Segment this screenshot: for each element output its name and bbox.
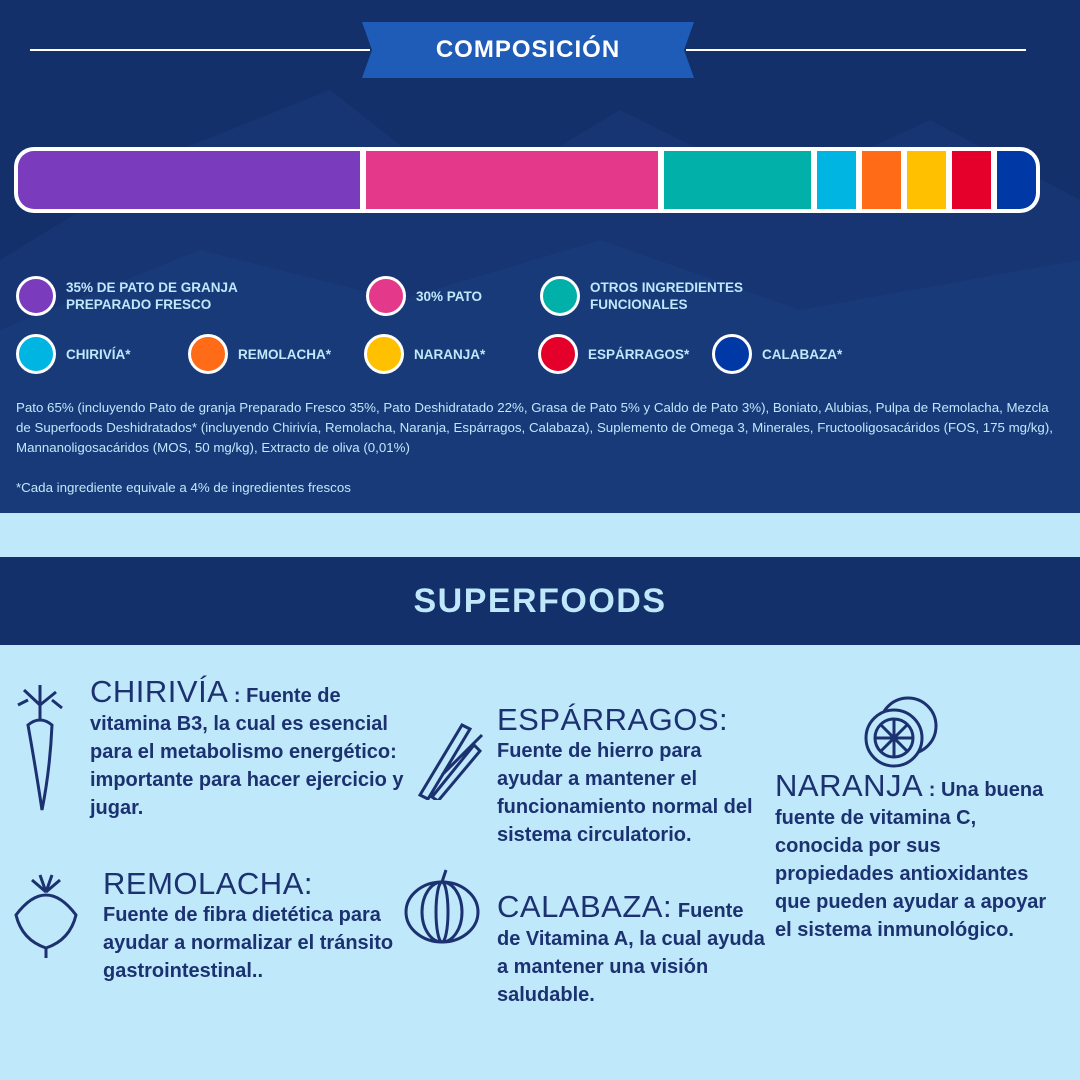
bar-segment xyxy=(365,151,659,209)
legend-label: ESPÁRRAGOS* xyxy=(588,346,690,362)
legend-dot xyxy=(188,334,228,374)
bar-segment xyxy=(996,151,1036,209)
composition-bar xyxy=(14,147,1040,213)
parsnip-icon xyxy=(17,685,63,811)
legend-label: CALABAZA* xyxy=(762,346,843,362)
bar-segment xyxy=(951,151,991,209)
legend-label: PREPARADO FRESCO xyxy=(66,297,212,312)
superfood-remolacha: REMOLACHA: Fuente de fibra dietética para… xyxy=(103,868,413,985)
footnote: *Cada ingrediente equivale a 4% de ingre… xyxy=(16,480,351,495)
asparagus-icon xyxy=(417,723,484,800)
legend-dot xyxy=(538,334,578,374)
superfood-name: NARANJA xyxy=(775,768,924,803)
superfood-calabaza: CALABAZA: Fuente de Vitamina A, la cual … xyxy=(497,891,767,1009)
section-title-ribbon: COMPOSICIÓN xyxy=(362,22,694,78)
legend-item-naranja: NARANJA* xyxy=(364,334,485,374)
composition-section: COMPOSICIÓN 35% DE PATO DE GRANJA PREPARA… xyxy=(0,0,1080,513)
superfood-name: ESPÁRRAGOS: xyxy=(497,702,729,737)
legend-item-esparragos: ESPÁRRAGOS* xyxy=(538,334,689,374)
bar-segment xyxy=(861,151,901,209)
divider-right xyxy=(686,49,1026,51)
beet-icon xyxy=(14,874,78,958)
superfood-esparragos: ESPÁRRAGOS: Fuente de hierro para ayudar … xyxy=(497,704,757,849)
legend-dot xyxy=(712,334,752,374)
legend-dot xyxy=(366,276,406,316)
legend-item-chirivia: CHIRIVÍA* xyxy=(16,334,131,374)
legend-label: NARANJA* xyxy=(414,346,486,362)
superfood-naranja: NARANJA : Una buena fuente de vitamina C… xyxy=(775,768,1047,941)
superfood-name: CALABAZA: xyxy=(497,889,673,924)
superfoods-title: SUPERFOODS xyxy=(0,557,1080,645)
legend-label: CHIRIVÍA* xyxy=(66,346,131,362)
legend-item-remolacha: REMOLACHA* xyxy=(188,334,331,374)
legend-dot xyxy=(364,334,404,374)
bar-segment xyxy=(18,151,360,209)
legend-label: OTROS INGREDIENTES xyxy=(590,280,744,295)
legend-label: FUNCIONALES xyxy=(590,297,688,312)
legend-label: 30% PATO xyxy=(416,288,483,304)
superfood-description: Fuente de Vitamina A, la cual ayuda a ma… xyxy=(497,900,765,1006)
superfood-description: Fuente de vitamina B3, la cual es esenci… xyxy=(90,685,404,819)
legend-item-fresh-duck: 35% DE PATO DE GRANJA PREPARADO FRESCO xyxy=(16,276,238,316)
bar-segment xyxy=(664,151,811,209)
superfood-name: CHIRIVÍA xyxy=(90,674,229,709)
bar-segment xyxy=(816,151,856,209)
ingredients-text: Pato 65% (incluyendo Pato de granja Prep… xyxy=(16,400,1053,455)
superfood-description: Fuente de hierro para ayudar a mantener … xyxy=(497,740,753,846)
pumpkin-icon xyxy=(404,869,480,944)
legend-dot xyxy=(540,276,580,316)
legend-label: 35% DE PATO DE GRANJA xyxy=(66,280,238,295)
legend-label: REMOLACHA* xyxy=(238,346,331,362)
legend-item-calabaza: CALABAZA* xyxy=(712,334,842,374)
legend-item-duck: 30% PATO xyxy=(366,276,482,316)
superfood-name: REMOLACHA: xyxy=(103,866,313,901)
legend-dot xyxy=(16,334,56,374)
superfood-description: Fuente de fibra dietética para ayudar a … xyxy=(103,904,394,982)
orange-icon xyxy=(864,696,938,768)
superfood-description: Una buena fuente de vitamina C, conocida… xyxy=(775,779,1047,941)
superfood-chirivia: CHIRIVÍA : Fuente de vitamina B3, la cua… xyxy=(90,674,404,819)
bar-segment xyxy=(906,151,946,209)
legend-item-others: OTROS INGREDIENTES FUNCIONALES xyxy=(540,276,743,316)
legend-dot xyxy=(16,276,56,316)
divider-left xyxy=(30,49,370,51)
